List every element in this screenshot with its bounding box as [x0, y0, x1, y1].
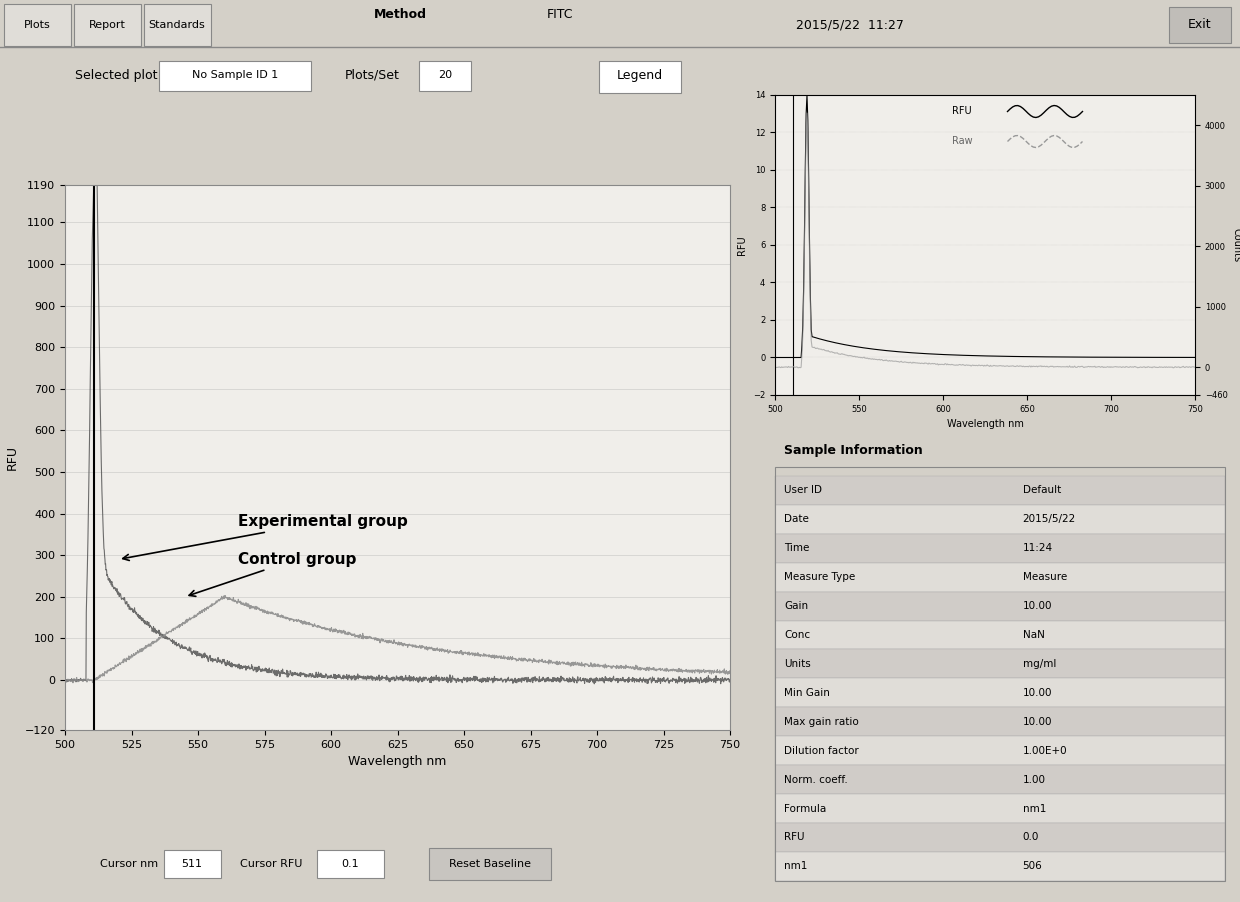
- Y-axis label: Counts: Counts: [1231, 228, 1240, 262]
- Text: Experimental group: Experimental group: [123, 514, 408, 560]
- Text: Raw: Raw: [952, 136, 972, 146]
- Text: Measure: Measure: [1023, 572, 1066, 582]
- FancyBboxPatch shape: [775, 794, 1225, 823]
- Text: FITC: FITC: [547, 8, 573, 22]
- FancyBboxPatch shape: [775, 678, 1225, 707]
- FancyBboxPatch shape: [4, 4, 71, 46]
- Text: mg/ml: mg/ml: [1023, 659, 1056, 669]
- Text: Time: Time: [784, 543, 810, 553]
- Text: 10.00: 10.00: [1023, 688, 1052, 698]
- Text: Plots: Plots: [24, 20, 51, 30]
- Text: Reset Baseline: Reset Baseline: [449, 859, 531, 869]
- FancyBboxPatch shape: [317, 850, 384, 878]
- Text: Date: Date: [784, 514, 808, 524]
- Text: RFU: RFU: [952, 106, 972, 116]
- X-axis label: Wavelength nm: Wavelength nm: [348, 755, 446, 769]
- FancyBboxPatch shape: [775, 592, 1225, 621]
- FancyBboxPatch shape: [164, 850, 221, 878]
- Text: Control group: Control group: [188, 552, 356, 596]
- Text: 10.00: 10.00: [1023, 601, 1052, 612]
- Text: Standards: Standards: [149, 20, 206, 30]
- FancyBboxPatch shape: [429, 848, 551, 880]
- Text: Legend: Legend: [618, 69, 663, 81]
- Text: Norm. coeff.: Norm. coeff.: [784, 775, 848, 785]
- Text: Max gain ratio: Max gain ratio: [784, 717, 859, 727]
- FancyBboxPatch shape: [144, 4, 211, 46]
- Text: RFU: RFU: [784, 833, 805, 842]
- Text: User ID: User ID: [784, 485, 822, 495]
- Text: 0.0: 0.0: [1023, 833, 1039, 842]
- Text: 11:24: 11:24: [1023, 543, 1053, 553]
- Text: 0.1: 0.1: [341, 859, 358, 869]
- Text: Gain: Gain: [784, 601, 808, 612]
- FancyBboxPatch shape: [775, 563, 1225, 592]
- Text: NaN: NaN: [1023, 630, 1044, 640]
- FancyBboxPatch shape: [159, 61, 311, 91]
- Text: 506: 506: [1023, 861, 1043, 871]
- FancyBboxPatch shape: [775, 736, 1225, 765]
- Text: No Sample ID 1: No Sample ID 1: [192, 70, 278, 80]
- FancyBboxPatch shape: [775, 851, 1225, 880]
- FancyBboxPatch shape: [775, 534, 1225, 563]
- FancyBboxPatch shape: [599, 61, 681, 93]
- FancyBboxPatch shape: [775, 707, 1225, 736]
- Text: Default: Default: [1023, 485, 1060, 495]
- Text: Report: Report: [88, 20, 125, 30]
- Text: 20: 20: [438, 70, 453, 80]
- Text: Dilution factor: Dilution factor: [784, 746, 859, 756]
- Text: Measure Type: Measure Type: [784, 572, 856, 582]
- FancyBboxPatch shape: [775, 621, 1225, 649]
- Text: Cursor nm: Cursor nm: [100, 859, 159, 869]
- Text: 1.00E+0: 1.00E+0: [1023, 746, 1068, 756]
- Text: 511: 511: [181, 859, 202, 869]
- Text: 10.00: 10.00: [1023, 717, 1052, 727]
- FancyBboxPatch shape: [775, 505, 1225, 534]
- FancyBboxPatch shape: [74, 4, 141, 46]
- Text: Plots/Set: Plots/Set: [345, 69, 399, 81]
- Text: Conc: Conc: [784, 630, 810, 640]
- FancyBboxPatch shape: [1169, 7, 1231, 43]
- FancyBboxPatch shape: [775, 476, 1225, 505]
- Text: Min Gain: Min Gain: [784, 688, 830, 698]
- Text: 1.00: 1.00: [1023, 775, 1045, 785]
- Text: nm1: nm1: [784, 861, 807, 871]
- FancyBboxPatch shape: [775, 649, 1225, 678]
- Text: Method: Method: [373, 8, 427, 22]
- Y-axis label: RFU: RFU: [738, 235, 748, 254]
- Text: Formula: Formula: [784, 804, 826, 814]
- Text: Cursor RFU: Cursor RFU: [241, 859, 303, 869]
- FancyBboxPatch shape: [775, 765, 1225, 794]
- X-axis label: Wavelength nm: Wavelength nm: [946, 419, 1023, 429]
- Text: nm1: nm1: [1023, 804, 1045, 814]
- Text: Exit: Exit: [1188, 19, 1211, 32]
- Text: Units: Units: [784, 659, 811, 669]
- Text: Selected plot: Selected plot: [74, 69, 157, 81]
- Text: 2015/5/22  11:27: 2015/5/22 11:27: [796, 19, 904, 32]
- FancyBboxPatch shape: [419, 61, 471, 91]
- FancyBboxPatch shape: [775, 823, 1225, 851]
- Y-axis label: RFU: RFU: [6, 445, 20, 470]
- Text: Sample Information: Sample Information: [784, 444, 923, 456]
- Text: 2015/5/22: 2015/5/22: [1023, 514, 1076, 524]
